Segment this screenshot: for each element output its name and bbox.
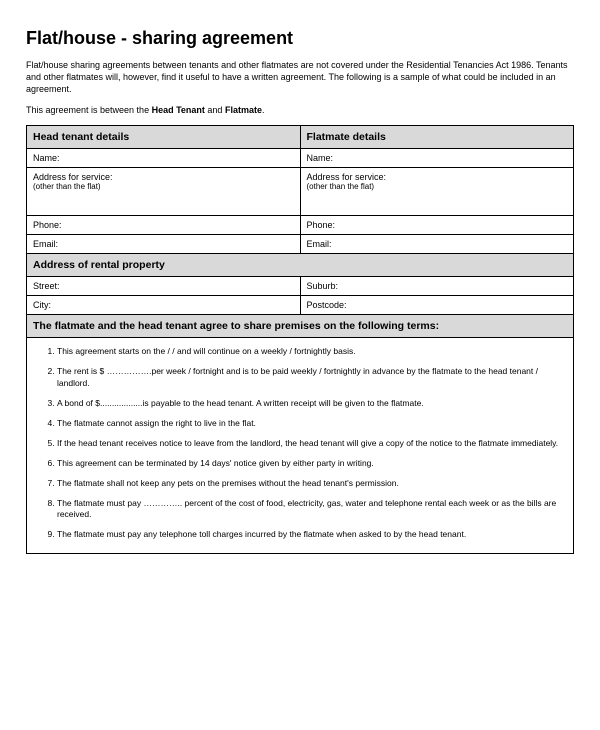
street-field: Street: <box>27 277 301 296</box>
term-item: The flatmate cannot assign the right to … <box>57 418 567 429</box>
term-item: This agreement starts on the / / and wil… <box>57 346 567 357</box>
fm-address-field: Address for service: (other than the fla… <box>300 168 574 216</box>
term-item: If the head tenant receives notice to le… <box>57 438 567 449</box>
address-sub: (other than the flat) <box>33 182 294 191</box>
postcode-field: Postcode: <box>300 296 574 315</box>
intro-paragraph: Flat/house sharing agreements between te… <box>26 59 574 95</box>
between-mid: and <box>205 105 225 115</box>
fm-phone-field: Phone: <box>300 216 574 235</box>
ht-email-field: Email: <box>27 235 301 254</box>
head-tenant-header: Head tenant details <box>27 126 301 149</box>
terms-list: This agreement starts on the / / and wil… <box>33 346 567 540</box>
ht-phone-field: Phone: <box>27 216 301 235</box>
term-item: The rent is $ …………….per week / fortnight… <box>57 366 567 388</box>
fm-email-field: Email: <box>300 235 574 254</box>
address-label: Address for service: <box>307 172 387 182</box>
address-sub: (other than the flat) <box>307 182 568 191</box>
rental-header: Address of rental property <box>27 254 574 277</box>
party-head-tenant: Head Tenant <box>152 105 205 115</box>
term-item: A bond of $..................is payable … <box>57 398 567 409</box>
page-title: Flat/house - sharing agreement <box>26 28 574 49</box>
term-item: The flatmate must pay any telephone toll… <box>57 529 567 540</box>
terms-header: The flatmate and the head tenant agree t… <box>27 315 574 338</box>
document-page: Flat/house - sharing agreement Flat/hous… <box>0 0 600 582</box>
address-label: Address for service: <box>33 172 113 182</box>
term-item: The flatmate shall not keep any pets on … <box>57 478 567 489</box>
between-prefix: This agreement is between the <box>26 105 152 115</box>
party-flatmate: Flatmate <box>225 105 262 115</box>
ht-address-field: Address for service: (other than the fla… <box>27 168 301 216</box>
agreement-between: This agreement is between the Head Tenan… <box>26 105 574 115</box>
fm-name-field: Name: <box>300 149 574 168</box>
term-item: This agreement can be terminated by 14 d… <box>57 458 567 469</box>
terms-cell: This agreement starts on the / / and wil… <box>27 338 574 554</box>
details-table: Head tenant details Flatmate details Nam… <box>26 125 574 554</box>
ht-name-field: Name: <box>27 149 301 168</box>
flatmate-header: Flatmate details <box>300 126 574 149</box>
city-field: City: <box>27 296 301 315</box>
term-item: The flatmate must pay ………….. percent of … <box>57 498 567 520</box>
suburb-field: Suburb: <box>300 277 574 296</box>
